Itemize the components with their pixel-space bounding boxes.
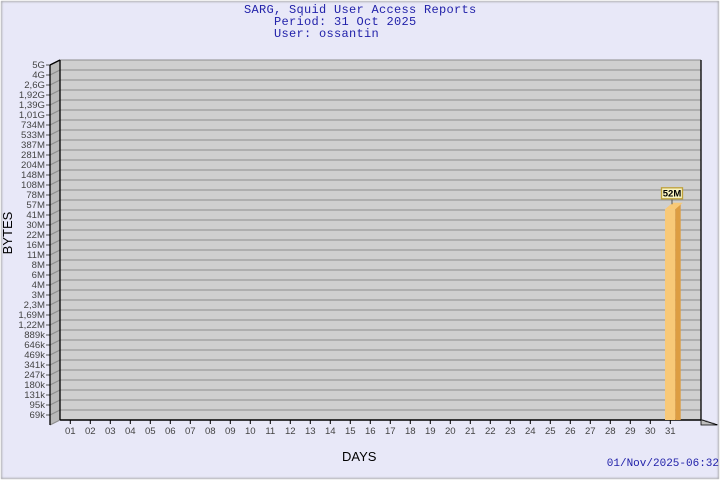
svg-text:15: 15 [345, 426, 356, 437]
svg-text:22: 22 [485, 426, 496, 437]
svg-text:11: 11 [265, 426, 275, 437]
svg-text:02: 02 [85, 426, 96, 437]
svg-text:25: 25 [545, 426, 556, 437]
svg-text:28: 28 [605, 426, 616, 437]
svg-text:18: 18 [405, 426, 416, 437]
svg-text:16: 16 [365, 426, 376, 437]
svg-text:08: 08 [205, 426, 216, 437]
svg-text:23: 23 [505, 426, 516, 437]
svg-text:01: 01 [65, 426, 76, 437]
svg-text:52M: 52M [663, 189, 682, 200]
svg-text:10: 10 [245, 426, 256, 437]
svg-text:17: 17 [385, 426, 396, 437]
svg-text:26: 26 [565, 426, 576, 437]
svg-text:69k: 69k [30, 410, 46, 421]
svg-text:19: 19 [425, 426, 436, 437]
svg-text:20: 20 [445, 426, 456, 437]
svg-text:31: 31 [665, 426, 676, 437]
svg-text:04: 04 [125, 426, 136, 437]
svg-text:24: 24 [525, 426, 536, 437]
svg-text:09: 09 [225, 426, 236, 437]
svg-text:27: 27 [585, 426, 596, 437]
svg-text:05: 05 [145, 426, 156, 437]
svg-text:06: 06 [165, 426, 176, 437]
svg-text:29: 29 [625, 426, 636, 437]
svg-text:21: 21 [465, 426, 476, 437]
svg-text:13: 13 [305, 426, 316, 437]
svg-text:30: 30 [645, 426, 656, 437]
svg-text:07: 07 [185, 426, 196, 437]
svg-text:12: 12 [285, 426, 296, 437]
svg-text:14: 14 [325, 426, 336, 437]
svg-text:03: 03 [105, 426, 116, 437]
